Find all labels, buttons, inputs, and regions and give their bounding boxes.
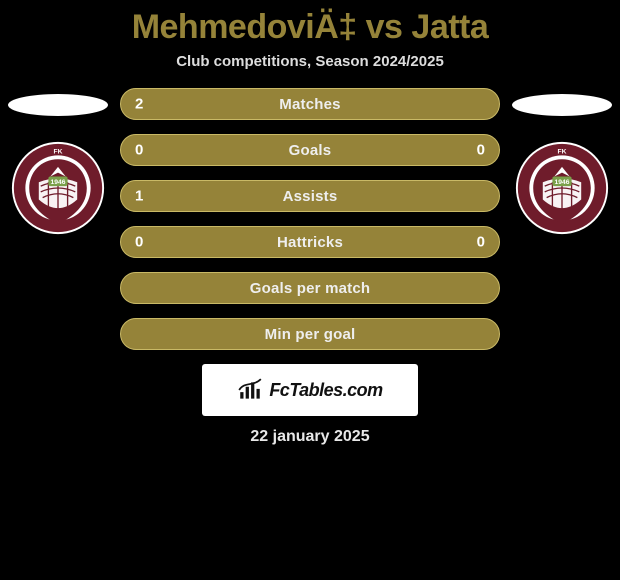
- svg-text:FK: FK: [558, 148, 567, 155]
- source-logo: FcTables.com: [202, 364, 418, 416]
- chart-icon: [237, 377, 263, 403]
- stat-label: Goals: [289, 142, 332, 159]
- date-label: 22 january 2025: [0, 428, 620, 446]
- stat-left-value: 0: [135, 142, 143, 159]
- stat-label: Matches: [279, 96, 340, 113]
- right-player-column: 1946 FK: [512, 88, 612, 236]
- source-logo-text: FcTables.com: [269, 380, 382, 401]
- stat-row-goals: 0 Goals 0: [120, 134, 500, 166]
- stat-label: Assists: [283, 188, 338, 205]
- comparison-body: 1946 FK 2 Matches 0 Goals 0 1 Assists: [0, 88, 620, 350]
- stat-row-min-per-goal: Min per goal: [120, 318, 500, 350]
- left-club-crest: 1946 FK: [10, 140, 106, 236]
- subtitle: Club competitions, Season 2024/2025: [0, 53, 620, 70]
- stats-column: 2 Matches 0 Goals 0 1 Assists 0 Hattrick…: [120, 88, 500, 350]
- stat-label: Min per goal: [265, 326, 356, 343]
- right-club-crest: 1946 FK: [514, 140, 610, 236]
- stat-right-value: 0: [477, 234, 485, 251]
- svg-text:FK: FK: [54, 148, 63, 155]
- svg-text:1946: 1946: [555, 179, 570, 186]
- stat-label: Hattricks: [277, 234, 343, 251]
- svg-text:1946: 1946: [51, 179, 66, 186]
- page-title: MehmedoviÄ‡ vs Jatta: [0, 8, 620, 47]
- stat-label: Goals per match: [250, 280, 371, 297]
- stat-row-goals-per-match: Goals per match: [120, 272, 500, 304]
- right-player-name-pill: [512, 94, 612, 116]
- stat-right-value: 0: [477, 142, 485, 159]
- stat-left-value: 2: [135, 96, 143, 113]
- stat-row-hattricks: 0 Hattricks 0: [120, 226, 500, 258]
- left-player-column: 1946 FK: [8, 88, 108, 236]
- stat-row-assists: 1 Assists: [120, 180, 500, 212]
- stat-left-value: 0: [135, 234, 143, 251]
- stat-left-value: 1: [135, 188, 143, 205]
- stat-row-matches: 2 Matches: [120, 88, 500, 120]
- left-player-name-pill: [8, 94, 108, 116]
